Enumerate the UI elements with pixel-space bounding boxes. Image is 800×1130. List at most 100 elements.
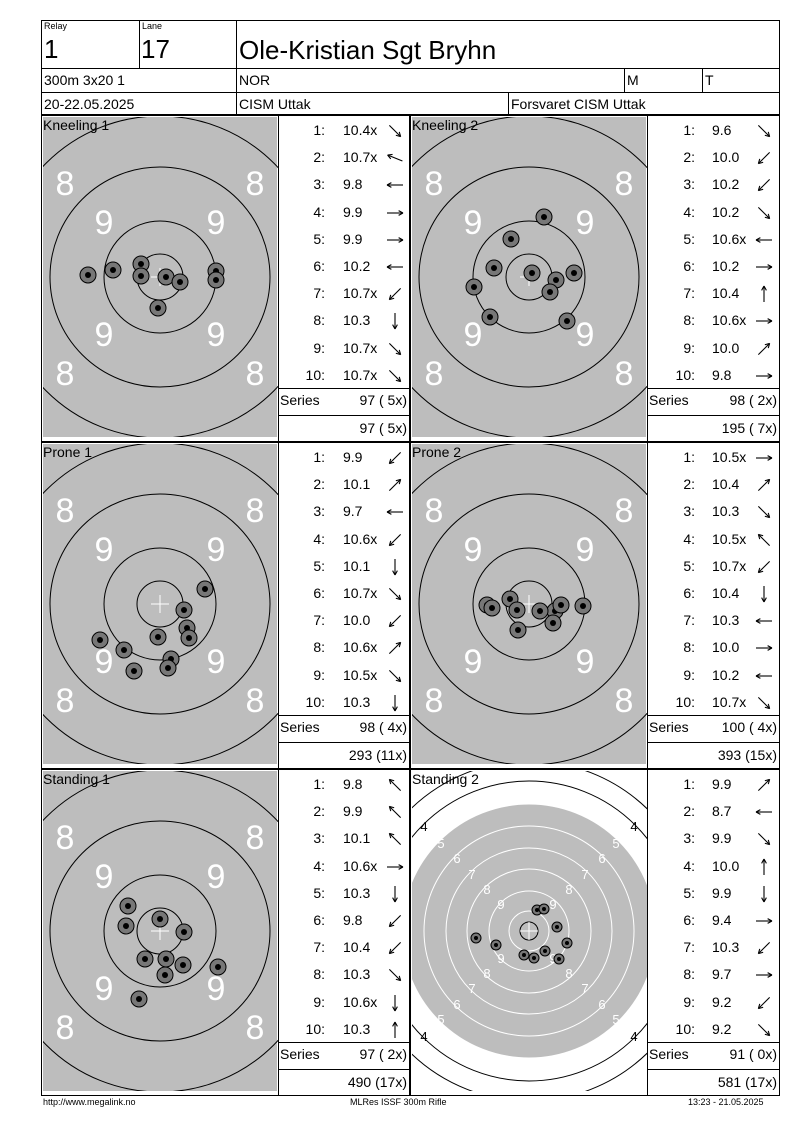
shot-number: 6: — [683, 912, 695, 928]
ring-label-8: 8 — [246, 682, 265, 720]
ring-label-9: 9 — [207, 316, 226, 354]
shot-hole — [157, 950, 175, 968]
shot-hole — [175, 601, 193, 619]
score-panel: 1: 9.9 2: 10.1 3: 9.7 4: 10.6x 5: 10.1 6: 10.7x 7: 10… — [278, 442, 410, 769]
shot-number: 2: — [683, 476, 695, 493]
target-panel: 8 8 8 8 9 9 9 9 Standing 1 — [41, 769, 279, 1096]
shot-direction-arrow — [755, 236, 772, 243]
shot-row: 7: 10.3 — [647, 935, 779, 962]
shot-row: 5: 9.9 — [278, 227, 409, 254]
shot-direction-arrow — [388, 451, 402, 465]
ring-label-9: 9 — [576, 204, 595, 242]
shot-direction-arrow — [392, 694, 398, 712]
shot-hole — [156, 966, 174, 984]
shot-row: 7: 10.4 — [278, 935, 409, 962]
header-vline-5 — [508, 92, 509, 115]
shot-hole — [104, 261, 122, 279]
shot-row: 7: 10.4 — [647, 281, 779, 308]
shot-number: 1: — [313, 449, 325, 465]
shot-number: 10: — [305, 693, 325, 710]
shot-row: 9: 10.2 — [647, 663, 779, 690]
cumulative-divider — [647, 415, 779, 416]
series-label: Series — [280, 1046, 320, 1062]
shot-score: 10.7x — [712, 693, 747, 710]
shot-row: 1: 9.9 — [278, 445, 409, 472]
ring-label: 6 — [598, 851, 605, 866]
shot-direction-arrow — [757, 942, 771, 955]
shot-hole — [509, 621, 527, 639]
target-ring — [488, 890, 570, 972]
shot-number: 5: — [683, 557, 695, 574]
shot-direction-arrow — [761, 285, 767, 303]
series-label: Series — [649, 1046, 689, 1062]
shot-score: 10.4 — [712, 476, 740, 493]
target-figure: 8 88 89 99 9 — [43, 444, 278, 764]
shot-direction-arrow — [756, 918, 773, 924]
ring-label-8: 8 — [615, 355, 634, 393]
shot-hole — [149, 299, 167, 317]
ring-label-8: 8 — [56, 355, 75, 393]
shot-row: 9: 10.5x — [278, 663, 409, 690]
shot-score: 10.1 — [343, 830, 371, 847]
ring-label: 7 — [468, 981, 475, 996]
shot-hole — [136, 950, 154, 968]
shot-score: 10.5x — [712, 530, 747, 547]
ring-label: 8 — [565, 966, 572, 981]
shot-score: 10.2 — [712, 176, 740, 193]
shot-row: 10: 10.7x — [278, 363, 409, 390]
ring-label-9: 9 — [464, 531, 483, 569]
ring-label-9: 9 — [95, 531, 114, 569]
target-ring — [103, 547, 217, 661]
ring-label: 9 — [549, 951, 556, 966]
target-figure: 8 88 89 99 9 — [43, 771, 278, 1091]
header-vline-1 — [139, 20, 140, 68]
shot-direction-arrow — [388, 833, 402, 846]
shot-number: 9: — [683, 993, 695, 1010]
shot-number: 5: — [313, 230, 325, 247]
shot-row: 5: 10.1 — [278, 554, 409, 581]
header-hline-2 — [41, 92, 780, 93]
ring-label-9: 9 — [207, 643, 226, 681]
shot-hole — [180, 629, 198, 647]
shot-number: 4: — [313, 530, 325, 547]
shot-score: 10.6x — [712, 230, 747, 247]
shot-score: 10.7x — [343, 585, 378, 601]
shot-direction-arrow — [755, 809, 772, 816]
cumulative-divider — [278, 1069, 409, 1070]
shot-row: 6: 10.7x — [278, 581, 409, 608]
ring-label-8: 8 — [246, 1009, 265, 1047]
shot-direction-arrow — [387, 863, 404, 870]
shot-direction-arrow — [757, 124, 771, 138]
shot-number: 4: — [683, 530, 695, 547]
shot-number: 6: — [683, 585, 695, 601]
ring-label-9: 9 — [464, 643, 483, 681]
shot-row: 6: 10.2 — [647, 254, 779, 281]
ring-label-8: 8 — [615, 165, 634, 203]
footer-right: 13:23 - 21.05.2025 — [688, 1097, 764, 1107]
shot-number: 6: — [313, 912, 325, 928]
shot-direction-arrow — [761, 858, 767, 875]
competition: CISM Uttak — [239, 96, 311, 112]
shot-score: 9.9 — [343, 203, 363, 220]
shot-number: 7: — [683, 285, 695, 302]
shot-score: 9.6 — [712, 122, 732, 138]
shot-row: 1: 9.6 — [647, 118, 779, 145]
shot-direction-arrow — [392, 994, 398, 1011]
shot-direction-arrow — [757, 996, 771, 1009]
event-name: 300m 3x20 1 — [44, 72, 125, 88]
shot-direction-arrow — [388, 642, 402, 655]
ring-label-8: 8 — [56, 1009, 75, 1047]
relay-value: 1 — [44, 34, 59, 64]
shot-score: 10.6x — [712, 312, 747, 329]
shot-hole — [130, 990, 148, 1008]
shot-score: 10.2 — [712, 258, 740, 274]
shot-hole — [207, 271, 225, 289]
shot-row: 5: 9.9 — [647, 881, 779, 908]
shot-number: 8: — [683, 639, 695, 656]
shot-number: 10: — [675, 1020, 695, 1037]
shot-score: 10.3 — [712, 612, 740, 629]
shot-number: 9: — [313, 993, 325, 1010]
shot-direction-arrow — [392, 885, 398, 903]
ring-label-9: 9 — [576, 643, 595, 681]
ring-label-9: 9 — [95, 643, 114, 681]
